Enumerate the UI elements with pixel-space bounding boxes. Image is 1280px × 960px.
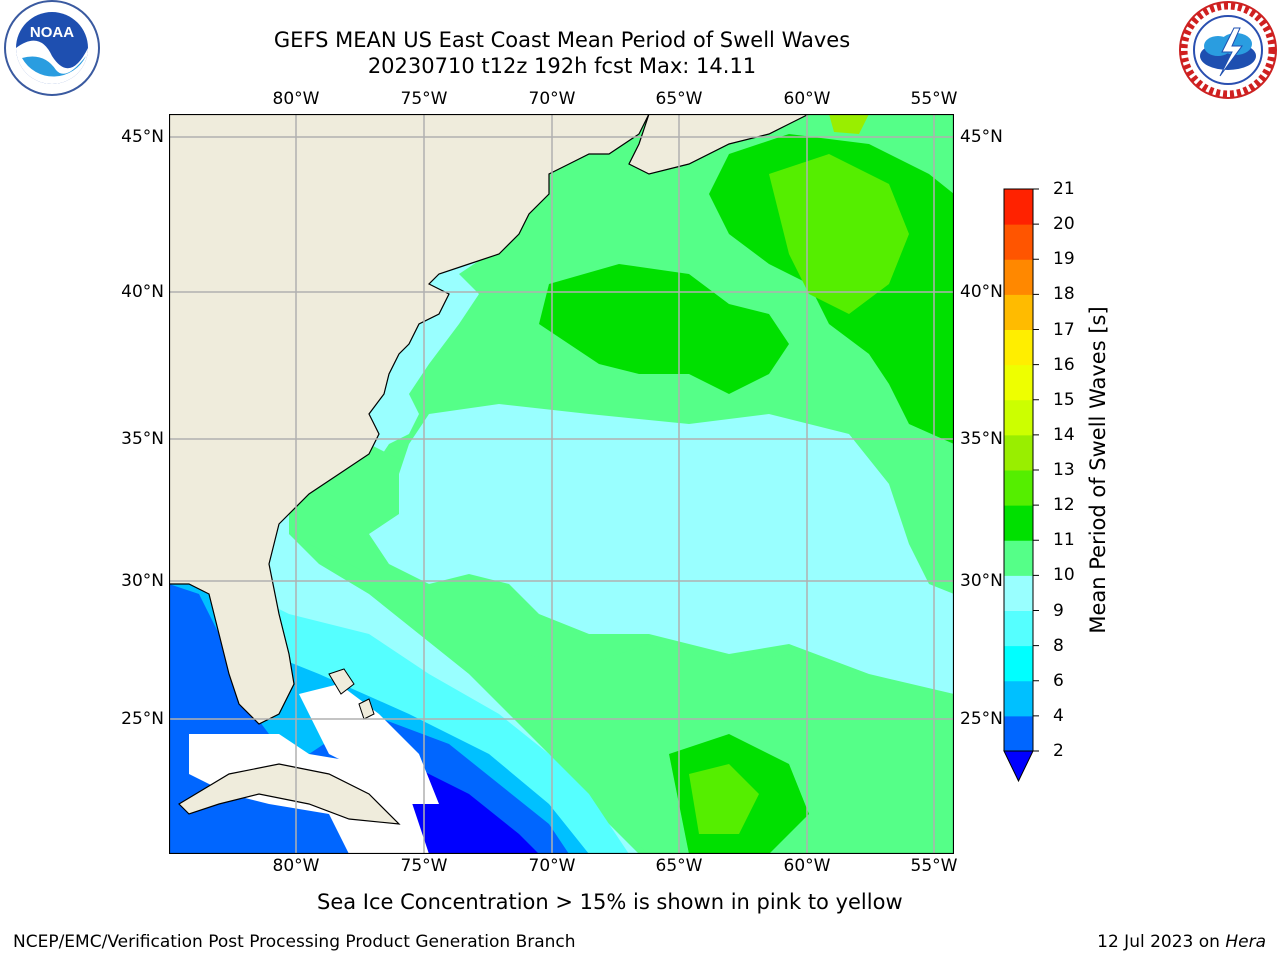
lat-label-right: 45°N xyxy=(960,127,1003,147)
land-cuba xyxy=(178,763,401,825)
colorbar-tick-label: 9 xyxy=(1053,600,1064,621)
lon-label-top: 80°W xyxy=(272,89,320,109)
colorbar-tick-label: 17 xyxy=(1053,319,1075,340)
colorbar-tick-label: 20 xyxy=(1053,214,1075,235)
map-graticule xyxy=(169,114,954,854)
lat-label-right: 40°N xyxy=(960,282,1003,302)
lat-label-left: 45°N xyxy=(121,127,164,147)
lon-label-bottom: 70°W xyxy=(528,856,576,876)
lat-label-left: 30°N xyxy=(121,571,164,591)
lat-label-left: 40°N xyxy=(121,282,164,302)
lon-label-top: 75°W xyxy=(400,89,448,109)
noaa-logo: NOAA xyxy=(0,0,105,104)
colorbar-tick-label: 10 xyxy=(1053,565,1075,586)
colorbar-swatch xyxy=(1004,224,1033,260)
colorbar-tick-label: 14 xyxy=(1053,424,1075,445)
colorbar-swatch xyxy=(1004,575,1033,611)
colorbar-swatch xyxy=(1004,715,1033,752)
run-date: 12 Jul 2023 on Hera xyxy=(1097,932,1266,952)
lat-label-right: 35°N xyxy=(960,429,1003,449)
colorbar-tick-label: 4 xyxy=(1053,705,1064,726)
colorbar-swatch xyxy=(1004,259,1033,295)
lon-label-bottom: 80°W xyxy=(272,856,320,876)
map-title: GEFS MEAN US East Coast Mean Period of S… xyxy=(273,28,851,52)
colorbar-swatch xyxy=(1004,434,1033,471)
land-us-east-coast xyxy=(169,114,650,725)
colorbar-tick-label: 12 xyxy=(1053,495,1075,516)
colorbar-tick-label: 19 xyxy=(1053,249,1075,270)
colorbar-swatch xyxy=(1004,645,1033,682)
land-nova-scotia xyxy=(628,114,810,175)
colorbar-swatch xyxy=(1004,364,1033,401)
colorbar-swatch xyxy=(1004,505,1033,541)
swell-band-11-12 xyxy=(689,764,759,834)
lon-label-top: 60°W xyxy=(783,89,831,109)
colorbar-swatch xyxy=(1004,329,1033,366)
map-subtitle: 20230710 t12z 192h fcst Max: 14.11 xyxy=(367,54,757,78)
lon-label-bottom: 75°W xyxy=(400,856,448,876)
colorbar-tick-label: 2 xyxy=(1053,741,1064,761)
noaa-logo-text: NOAA xyxy=(30,24,74,41)
colorbar-tick-label: 6 xyxy=(1053,670,1064,691)
lon-label-bottom: 60°W xyxy=(783,856,831,876)
lon-label-bottom: 65°W xyxy=(655,856,703,876)
colorbar-under-arrow xyxy=(1003,750,1034,783)
colorbar-swatch xyxy=(1004,294,1033,330)
colorbar-swatch xyxy=(1004,470,1033,506)
lon-label-top: 70°W xyxy=(528,89,576,109)
lat-label-left: 25°N xyxy=(121,709,164,729)
colorbar-swatch xyxy=(1004,610,1033,647)
colorbar-tick-label: 11 xyxy=(1053,530,1075,551)
colorbar-swatch xyxy=(1004,399,1033,436)
lat-label-left: 35°N xyxy=(121,429,164,449)
colorbar-tick-label: 8 xyxy=(1053,635,1064,656)
land-bahamas xyxy=(328,668,375,720)
lon-label-top: 55°W xyxy=(910,89,958,109)
colorbar-swatch xyxy=(1004,189,1033,225)
colorbar-tick-label: 13 xyxy=(1053,460,1075,480)
host-name: Hera xyxy=(1225,932,1266,952)
lat-label-right: 25°N xyxy=(960,709,1003,729)
colorbar-tick-label: 18 xyxy=(1053,284,1075,305)
colorbar-tick-label: 16 xyxy=(1053,354,1075,375)
colorbar-swatch xyxy=(1004,540,1033,576)
colorbar-tick-label: 15 xyxy=(1053,389,1075,410)
lon-label-top: 65°W xyxy=(655,89,703,109)
colorbar-title: Mean Period of Swell Waves [s] xyxy=(1086,306,1110,634)
colorbar xyxy=(1003,188,1039,783)
swell-band-10-11 xyxy=(539,264,789,394)
colorbar-swatch xyxy=(1004,680,1033,717)
map-frame xyxy=(169,114,954,854)
producer-credit: NCEP/EMC/Verification Post Processing Pr… xyxy=(13,932,576,952)
swell-band-12-13 xyxy=(829,114,869,134)
no-data-area xyxy=(299,684,439,804)
sea-ice-caption: Sea Ice Concentration > 15% is shown in … xyxy=(317,890,903,914)
colorbar-tick-label: 21 xyxy=(1053,179,1075,199)
run-date-text: 12 Jul 2023 on xyxy=(1097,932,1226,952)
nws-logo xyxy=(1176,0,1280,104)
lat-label-right: 30°N xyxy=(960,571,1003,591)
swell-period-map xyxy=(169,114,954,854)
swell-band-11-12 xyxy=(769,154,909,314)
lon-label-bottom: 55°W xyxy=(910,856,958,876)
